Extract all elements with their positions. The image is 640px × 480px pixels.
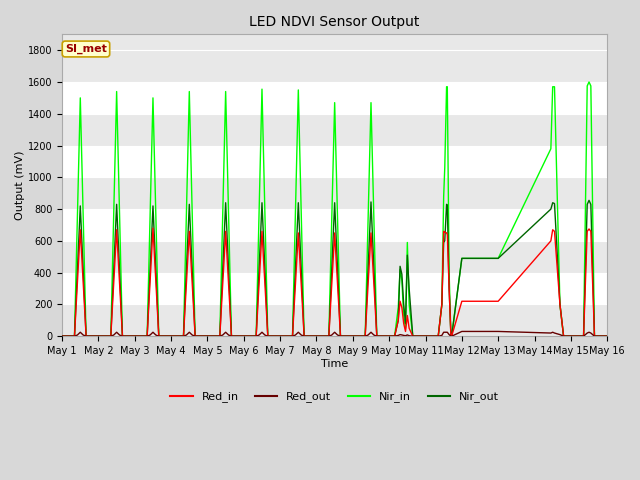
Bar [62,241,607,273]
Bar [62,304,607,336]
Y-axis label: Output (mV): Output (mV) [15,151,25,220]
Bar [62,209,607,241]
Title: LED NDVI Sensor Output: LED NDVI Sensor Output [250,15,420,29]
Bar [62,177,607,209]
Bar [62,145,607,177]
Bar [62,50,607,82]
Bar [62,114,607,145]
Text: SI_met: SI_met [65,44,107,54]
X-axis label: Time: Time [321,359,348,369]
Bar [62,82,607,114]
Legend: Red_in, Red_out, Nir_in, Nir_out: Red_in, Red_out, Nir_in, Nir_out [166,387,504,407]
Bar [62,273,607,304]
